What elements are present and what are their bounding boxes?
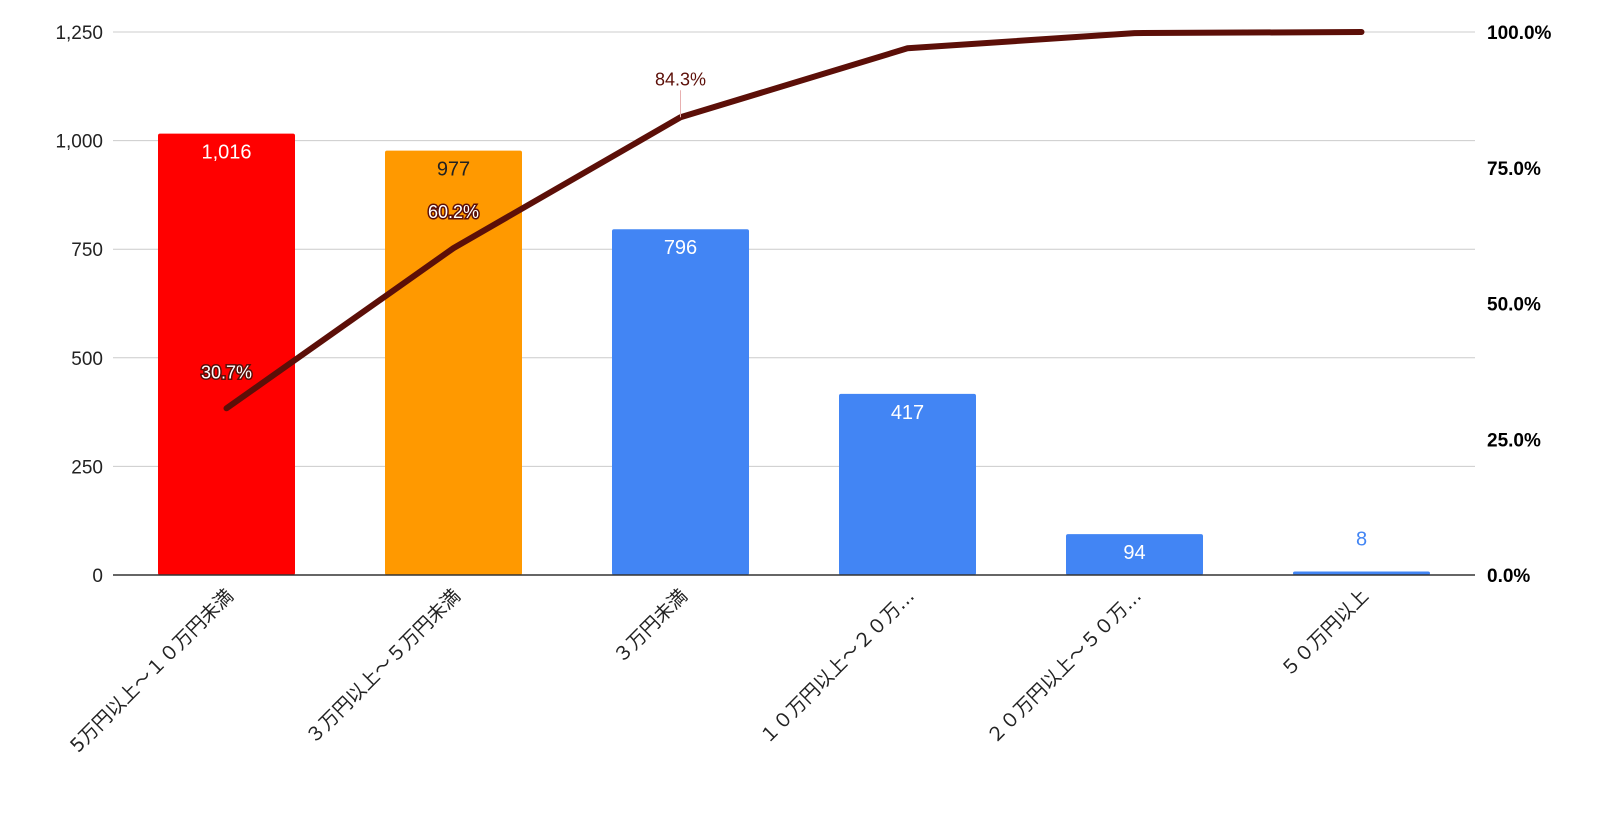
right-tick-label: 50.0% <box>1487 295 1541 316</box>
bar <box>385 150 522 576</box>
line-value-label: 84.3% <box>655 69 706 89</box>
category-label: ５０万円以上 <box>1277 585 1373 681</box>
category-label: ３万円以上～５万円未満 <box>302 585 465 748</box>
right-axis-ticks: 0.0% 25.0% 50.0% 75.0% 100.0% <box>1487 23 1552 587</box>
category-labels: 5万円以上～１０万円未満 ３万円以上～５万円未満 ３万円未満 １０万円以上～２０万… ２… <box>66 585 1373 757</box>
right-tick-label: 75.0% <box>1487 159 1541 180</box>
left-tick-label: 250 <box>71 457 103 478</box>
bar-value-label: 94 <box>1123 542 1145 564</box>
bars <box>158 133 1430 576</box>
bar-value-label: 8 <box>1356 529 1367 551</box>
category-label: ３万円未満 <box>609 585 692 668</box>
bar-data-labels: 1,016 977 796 417 94 8 <box>201 142 1367 565</box>
left-axis-ticks: 0 250 500 750 1,000 1,250 <box>55 23 103 587</box>
category-label: 5万円以上～１０万円未満 <box>66 585 238 757</box>
left-tick-label: 1,000 <box>55 132 103 153</box>
right-tick-label: 0.0% <box>1487 566 1530 587</box>
line-value-label: 30.7% <box>201 362 252 382</box>
bar <box>1066 534 1203 575</box>
line-data-labels: 30.7% 60.2% 84.3% <box>199 69 706 384</box>
bar-value-label: 796 <box>664 237 697 259</box>
category-label: ２０万円以上～５０万… <box>983 585 1146 748</box>
gridlines <box>113 31 1475 467</box>
category-label: １０万円以上～２０万… <box>756 585 919 748</box>
bar-value-label: 417 <box>891 402 924 424</box>
left-tick-label: 1,250 <box>55 23 103 44</box>
bar <box>839 393 976 575</box>
bar-value-label: 1,016 <box>201 142 251 164</box>
bar-value-label: 977 <box>437 159 470 181</box>
bar <box>612 229 749 576</box>
left-tick-label: 500 <box>71 349 103 370</box>
bar <box>158 133 295 575</box>
bar <box>1293 571 1430 575</box>
right-tick-label: 100.0% <box>1487 23 1552 44</box>
cumulative-line-path <box>223 29 1365 412</box>
left-tick-label: 0 <box>92 566 103 587</box>
cumulative-line <box>223 29 1365 412</box>
right-tick-label: 25.0% <box>1487 430 1541 451</box>
left-tick-label: 750 <box>71 240 103 261</box>
line-value-label: 60.2% <box>428 202 479 222</box>
